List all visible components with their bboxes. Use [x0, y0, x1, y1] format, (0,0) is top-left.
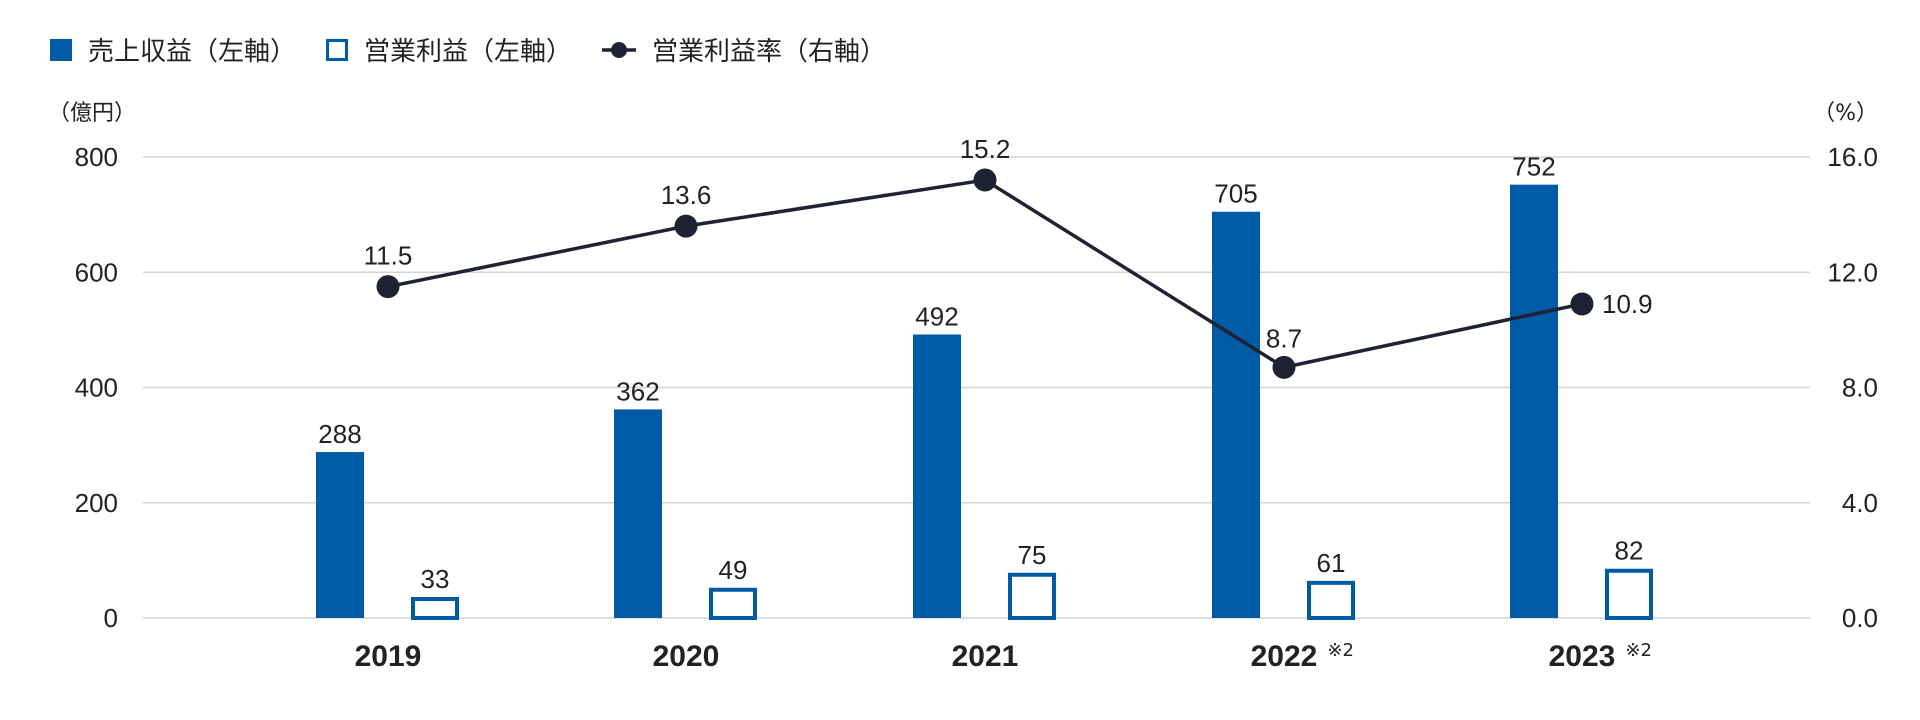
profit-margin-label: 10.9 [1602, 289, 1653, 319]
sales-bar [1212, 211, 1260, 618]
profit-margin-label: 15.2 [960, 134, 1011, 164]
x-axis-tick-note: ※2 [1625, 640, 1652, 661]
x-axis-tick-note: ※2 [1327, 640, 1354, 661]
operating-profit-bar-label: 49 [719, 555, 748, 585]
right-axis-ticks: 0.0 4.0 8.0 12.0 16.0 [1827, 142, 1878, 633]
x-axis-tick: 2021 [952, 640, 1019, 673]
operating-profit-bar-label: 82 [1615, 536, 1644, 566]
left-axis-tick: 400 [75, 373, 118, 403]
sales-bar-label: 705 [1214, 179, 1257, 209]
sales-bar [614, 409, 662, 618]
operating-profit-bar-label: 33 [421, 564, 450, 594]
x-axis-ticks: 2019 2020 2021 2022 ※2 2023 ※2 [355, 640, 1652, 673]
x-axis-tick: 2020 [653, 640, 720, 673]
operating-profit-bar [1008, 572, 1056, 620]
sales-bar-label: 492 [915, 301, 958, 331]
sales-bar [316, 452, 364, 618]
operating-profit-bar-label: 61 [1317, 548, 1346, 578]
left-axis-tick: 800 [75, 142, 118, 172]
left-axis-tick: 0 [104, 603, 118, 633]
left-axis-tick: 200 [75, 488, 118, 518]
right-axis-tick: 4.0 [1842, 488, 1878, 518]
right-axis-unit: （%） [1813, 101, 1878, 126]
left-axis-tick: 600 [75, 257, 118, 287]
left-axis-ticks: 0 200 400 600 800 [75, 142, 118, 633]
right-axis-tick: 0.0 [1842, 603, 1878, 633]
legend-swatch-point [611, 42, 628, 58]
profit-margin-label: 13.6 [661, 180, 712, 210]
sales-bar-label: 362 [616, 376, 659, 406]
operating-profit-bar-label: 75 [1018, 540, 1047, 570]
sales-bar [1510, 184, 1558, 618]
profit-margin-point [376, 275, 400, 299]
sales-bar [913, 334, 961, 618]
operating-profit-bar [709, 587, 757, 620]
legend: 売上収益（左軸） 営業利益（左軸） 営業利益率（右軸） [50, 37, 886, 67]
legend-label-sales: 売上収益（左軸） [88, 37, 296, 67]
x-axis-tick: 2022 [1251, 640, 1318, 673]
profit-margin-line: 11.5 13.6 15.2 8.7 10.9 [364, 134, 1653, 379]
profit-margin-point [674, 214, 698, 238]
operating-profit-bar [1307, 580, 1355, 621]
legend-swatch-operating-profit [326, 39, 349, 61]
legend-label-profit-margin: 営業利益率（右軸） [652, 37, 886, 67]
operating-profit-bar [1605, 568, 1653, 620]
right-axis-tick: 12.0 [1827, 257, 1878, 287]
gridlines [143, 156, 1810, 619]
right-axis-tick: 8.0 [1842, 373, 1878, 403]
left-axis-unit: （億円） [48, 101, 136, 126]
operating-profit-bar [411, 596, 459, 621]
profit-margin-point [973, 168, 997, 192]
profit-margin-label: 11.5 [364, 241, 413, 271]
sales-bar-label: 752 [1512, 152, 1555, 182]
bars: 288 33 362 49 492 75 705 61 752 82 [316, 152, 1653, 621]
profit-margin-point [1272, 355, 1296, 379]
profit-margin-point [1570, 292, 1594, 316]
sales-bar-label: 288 [318, 419, 361, 449]
profit-margin-polyline [387, 178, 1583, 370]
legend-label-operating-profit: 営業利益（左軸） [364, 37, 572, 67]
legend-swatch-sales [50, 39, 72, 61]
profit-margin-label: 8.7 [1266, 323, 1302, 353]
right-axis-tick: 16.0 [1827, 142, 1878, 172]
x-axis-tick: 2023 [1549, 640, 1616, 673]
x-axis-tick: 2019 [355, 640, 422, 673]
